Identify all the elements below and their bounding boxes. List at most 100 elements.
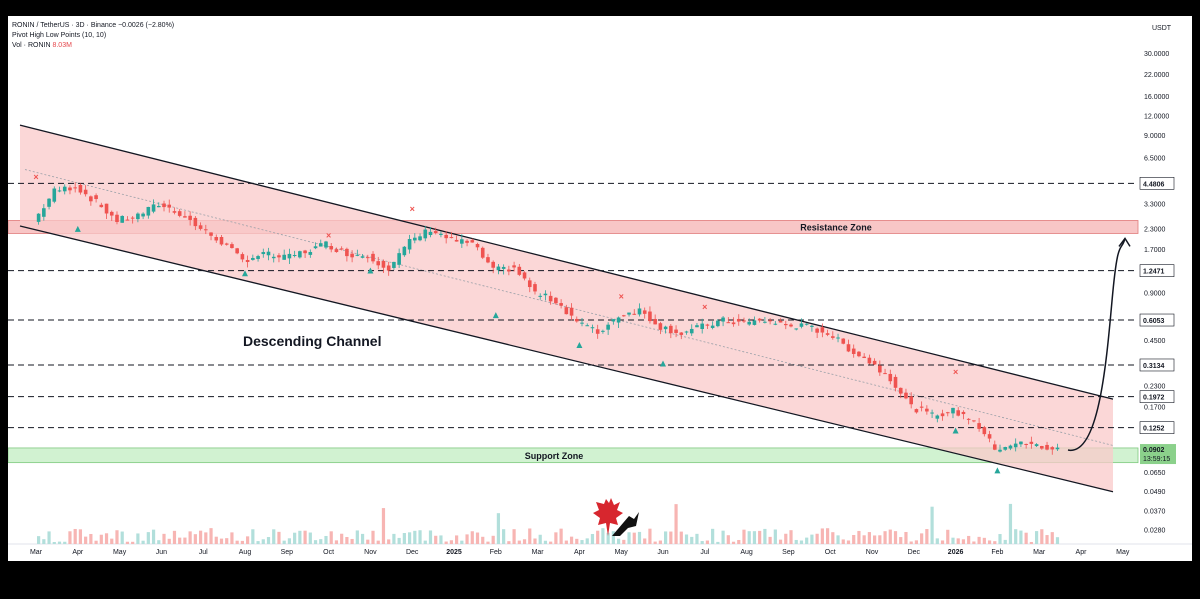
volume-bar <box>235 540 239 544</box>
volume-bar <box>794 539 798 544</box>
y-tick-label: 0.1700 <box>1144 404 1166 411</box>
candle-body <box>893 376 898 388</box>
volume-bar <box>1040 529 1044 544</box>
candle-body <box>909 396 913 405</box>
volume-bar <box>799 540 804 544</box>
candle-body <box>992 444 997 450</box>
volume-bar <box>183 537 187 544</box>
volume-bar <box>366 539 370 544</box>
candle-body <box>402 246 407 256</box>
volume-bar <box>564 540 568 544</box>
volume-bar <box>533 538 537 544</box>
candle-body <box>622 315 626 317</box>
candle-body <box>146 206 151 216</box>
volume-bar <box>272 529 276 544</box>
current-price-badge <box>1140 444 1176 465</box>
candle-body <box>716 320 720 327</box>
volume-bar <box>893 531 898 544</box>
volume-bar <box>230 532 234 544</box>
candle-body <box>287 253 292 259</box>
candle-body <box>590 327 595 329</box>
candle-body <box>298 251 302 258</box>
y-tick-label: 0.0650 <box>1144 470 1166 477</box>
candle-body <box>987 434 992 439</box>
candle-body <box>141 213 145 217</box>
x-tick-label: Nov <box>866 549 879 556</box>
zone-support <box>8 447 1139 464</box>
legend-symbol-row[interactable]: RONIN / TetherUS · 3D · Binance −0.0026 … <box>12 21 174 31</box>
volume-bar <box>1045 535 1049 544</box>
volume-bar <box>136 533 140 544</box>
volume-bar <box>820 528 824 544</box>
candle-body <box>919 406 924 408</box>
candle-body <box>444 234 448 239</box>
volume-bar <box>89 533 93 544</box>
pivot-high-marker: × <box>953 367 958 377</box>
legend-indicator[interactable]: Pivot High Low Points (10, 10) <box>12 32 107 39</box>
candle-body <box>292 255 297 257</box>
candle-body <box>350 253 354 258</box>
volume-bar <box>52 541 56 544</box>
candle-body <box>700 323 704 330</box>
volume-bar <box>345 537 349 544</box>
volume-bar <box>862 535 866 544</box>
pivot-low-marker <box>367 267 374 274</box>
legend-volume-row[interactable]: Vol · RONIN 8.03M <box>12 41 174 51</box>
volume-bar <box>470 531 474 544</box>
candles-layer <box>36 182 1060 455</box>
volume-bar <box>528 528 532 544</box>
candle-body <box>857 351 861 357</box>
candle-body <box>773 323 778 325</box>
y-tick-label: 0.2300 <box>1144 384 1166 391</box>
candle-body <box>867 357 872 364</box>
volume-bar <box>146 532 150 544</box>
candle-body <box>115 214 119 222</box>
volume-bar <box>522 539 527 544</box>
candle-body <box>125 219 130 221</box>
volume-bar <box>596 530 600 544</box>
candle-body <box>230 244 234 249</box>
volume-bar <box>376 540 380 544</box>
x-tick-label: May <box>113 549 127 556</box>
candle-body <box>574 318 579 322</box>
volume-bar <box>423 540 427 544</box>
y-tick-label: 2.3000 <box>1144 226 1166 233</box>
candle-body <box>261 252 266 255</box>
volume-bar <box>810 534 814 544</box>
volume-bar <box>669 531 673 544</box>
volume-bar <box>465 534 469 544</box>
candle-body <box>705 324 710 326</box>
x-tick-label: 2025 <box>446 549 462 556</box>
volume-bar <box>831 532 835 544</box>
volume-bar <box>538 534 542 544</box>
candle-body <box>538 295 543 297</box>
candle-body <box>130 217 135 219</box>
x-tick-label: Jun <box>156 549 167 556</box>
candle-body <box>94 195 98 200</box>
channel-upper-line <box>19 124 1114 400</box>
x-tick-label: Oct <box>323 549 334 556</box>
legend-volume-label: Vol · RONIN <box>12 42 51 49</box>
candle-body <box>235 248 239 254</box>
volume-bar <box>340 533 344 544</box>
volume-bar <box>125 541 130 544</box>
volume-bar <box>256 541 260 544</box>
volume-bar <box>240 540 244 544</box>
x-tick-label: Aug <box>239 549 252 556</box>
candle-body <box>898 387 903 394</box>
volume-bar <box>909 541 913 544</box>
price-chart[interactable]: × × × × × × 30.0000 22.0000 16.0000 12.0000 9.000… <box>8 16 1192 561</box>
candle-body <box>878 365 882 373</box>
volume-bar <box>914 540 919 544</box>
candle-body <box>1040 446 1044 449</box>
candle-body <box>313 246 318 249</box>
candle-body <box>580 322 584 324</box>
candle-body <box>846 344 851 352</box>
candle-body <box>679 332 684 335</box>
volume-bar <box>1008 503 1013 544</box>
channel-annotation: Descending Channel <box>243 333 381 349</box>
candle-body <box>998 449 1002 452</box>
volume-bar <box>836 535 840 544</box>
price-level-value: 0.6053 <box>1143 318 1165 325</box>
candle-body <box>710 325 715 328</box>
